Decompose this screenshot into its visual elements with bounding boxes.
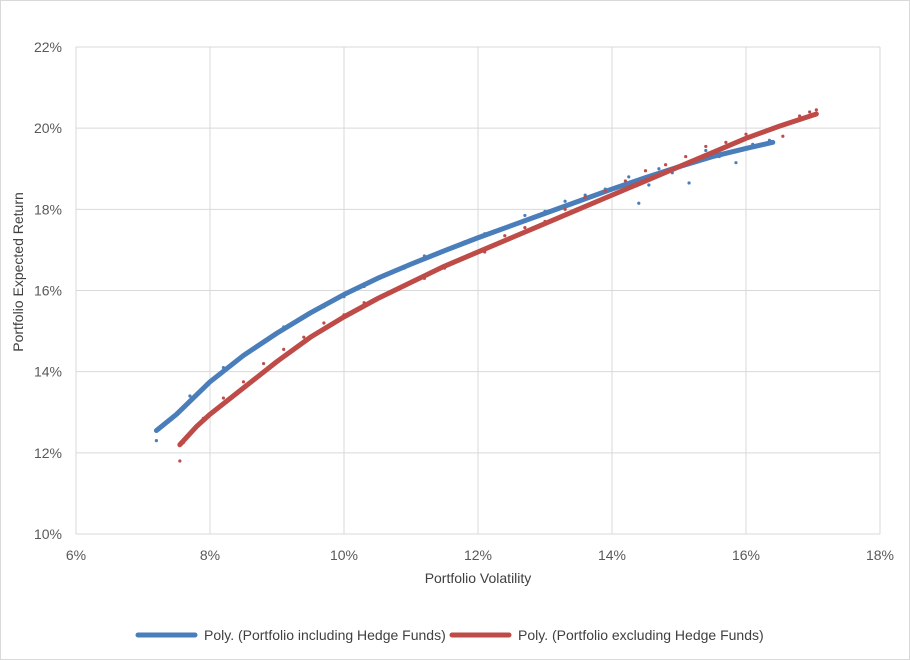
data-point <box>583 195 587 199</box>
data-point <box>221 396 225 400</box>
x-tick-label: 12% <box>464 547 492 563</box>
data-point <box>154 439 158 443</box>
data-point <box>603 189 607 193</box>
data-point <box>781 134 785 138</box>
y-tick-label: 18% <box>34 201 62 217</box>
data-point <box>664 163 668 167</box>
x-tick-label: 8% <box>200 547 220 563</box>
y-tick-label: 22% <box>34 39 62 55</box>
data-point <box>724 140 728 144</box>
data-point <box>523 225 527 230</box>
legend-label-excluding: Poly. (Portfolio excluding Hedge Funds) <box>518 627 764 643</box>
x-tick-label: 6% <box>66 547 86 563</box>
data-point <box>262 361 266 366</box>
data-point <box>627 175 631 179</box>
data-point <box>808 110 812 114</box>
x-tick-label: 18% <box>866 547 894 563</box>
data-point <box>302 335 306 339</box>
data-point <box>523 213 527 218</box>
data-point <box>687 181 691 185</box>
data-point <box>734 161 738 165</box>
data-point <box>657 167 661 171</box>
data-point <box>188 394 192 398</box>
x-tick-label: 14% <box>598 547 626 563</box>
series-excluding-hedge-funds <box>177 108 819 463</box>
y-tick-label: 20% <box>34 120 62 136</box>
data-point <box>744 132 748 136</box>
series-layer <box>153 108 819 463</box>
data-point <box>563 199 567 203</box>
data-point <box>684 154 688 159</box>
grid-layer <box>75 46 881 535</box>
data-point <box>563 207 567 211</box>
data-point <box>623 179 628 183</box>
x-tick-label: 16% <box>732 547 760 563</box>
trendline-excluding-hedge-funds <box>177 111 819 448</box>
y-tick-label: 14% <box>34 364 62 380</box>
x-tick-label: 10% <box>330 547 358 563</box>
legend-label-including: Poly. (Portfolio including Hedge Funds) <box>204 627 446 643</box>
data-point <box>704 148 708 153</box>
trendline-including-hedge-funds <box>153 139 776 434</box>
legend: Poly. (Portfolio including Hedge Funds) … <box>135 627 764 643</box>
data-point <box>814 108 818 112</box>
data-point <box>503 234 507 238</box>
y-axis-title: Portfolio Expected Return <box>10 192 26 352</box>
data-point <box>241 380 246 384</box>
data-point <box>637 201 641 205</box>
y-tick-label: 10% <box>34 526 62 542</box>
y-tick-label: 16% <box>34 283 62 299</box>
data-point <box>282 347 286 351</box>
data-point <box>647 183 651 187</box>
data-point <box>322 321 326 325</box>
data-point <box>643 169 648 173</box>
tick-label-layer: 6% 8% 10% 12% 14% 16% 18% 10% 12% 14% 16% 18% 20% 22% <box>34 39 894 563</box>
data-point <box>704 144 708 149</box>
y-tick-label: 12% <box>34 445 62 461</box>
data-point <box>178 459 182 463</box>
x-axis-title: Portfolio Volatility <box>425 570 532 586</box>
